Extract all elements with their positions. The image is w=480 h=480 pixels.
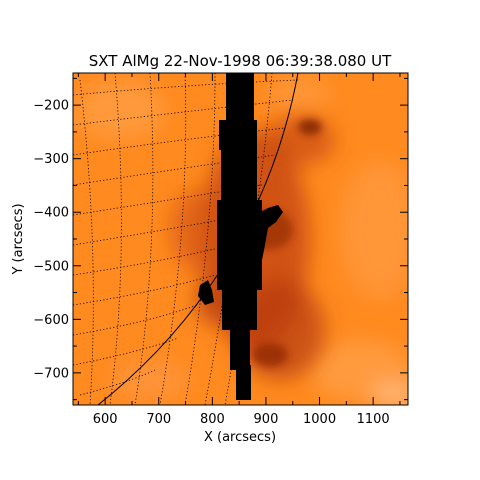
x-tick-label: 1100	[357, 412, 390, 427]
y-tick-label: −200	[33, 99, 69, 114]
solar-image	[73, 73, 408, 405]
y-axis-ticks: −200 −300 −400 −500 −600 −700	[33, 77, 408, 401]
y-tick-label: −500	[33, 259, 69, 274]
y-tick-label: −400	[33, 206, 69, 221]
y-tick-label: −600	[33, 313, 69, 328]
y-tick-label: −300	[33, 152, 69, 167]
heliographic-grid	[73, 73, 299, 405]
saturated-region	[198, 73, 283, 400]
x-tick-label: 1000	[303, 412, 336, 427]
solar-limb	[97, 73, 299, 405]
x-tick-label: 900	[254, 412, 279, 427]
bright-regions	[75, 75, 408, 405]
x-tick-label: 700	[146, 412, 171, 427]
y-axis-label: Y (arcsecs)	[11, 203, 26, 275]
y-tick-label: −700	[33, 366, 69, 381]
x-axis-label: X (arcsecs)	[204, 430, 276, 445]
x-axis-ticks: 600 700 800 900 1000 1100	[77, 73, 401, 427]
plot-title: SXT AlMg 22-Nov-1998 06:39:38.080 UT	[89, 52, 392, 70]
x-tick-label: 600	[93, 412, 118, 427]
x-tick-label: 800	[200, 412, 225, 427]
